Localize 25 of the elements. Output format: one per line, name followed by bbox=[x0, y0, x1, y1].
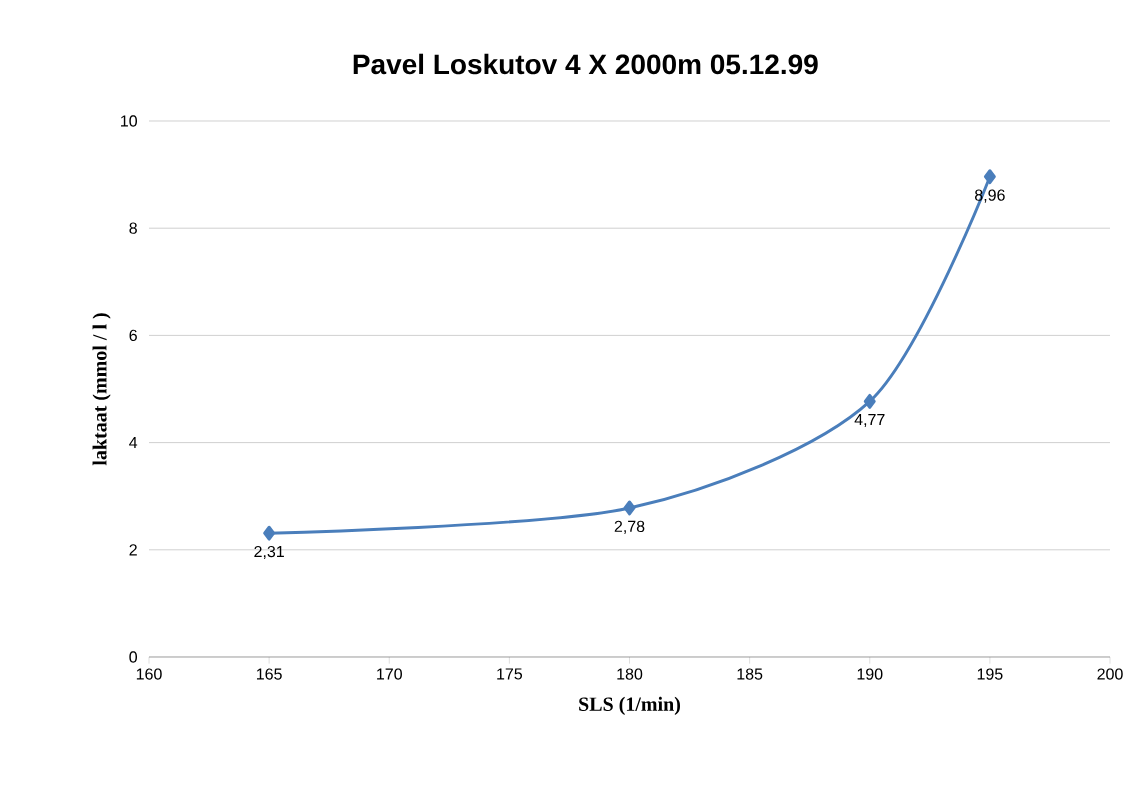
y-tick-label: 0 bbox=[129, 651, 138, 663]
point bbox=[263, 525, 276, 541]
y-tick-label: 6 bbox=[129, 329, 137, 342]
chart-title: Pavel Loskutov 4 X 2000m 05.12.99 bbox=[353, 53, 818, 75]
point bbox=[623, 500, 636, 516]
data-label: 2,31 bbox=[254, 545, 284, 560]
x-tick-label: 190 bbox=[857, 668, 883, 680]
x-axis-title: SLS (1/min) bbox=[579, 696, 680, 715]
x-tick-label: 185 bbox=[737, 668, 763, 680]
point bbox=[983, 169, 996, 185]
x-tick-label: 165 bbox=[257, 668, 282, 680]
y-tick-label: 4 bbox=[129, 437, 138, 449]
y-tick-label: 2 bbox=[129, 544, 137, 556]
data-label: 2,78 bbox=[614, 520, 645, 534]
x-tick-label: 195 bbox=[977, 668, 1003, 680]
point bbox=[863, 393, 876, 409]
x-tick-label: 175 bbox=[497, 668, 523, 680]
data-label: 4,77 bbox=[854, 414, 885, 428]
y-axis-title: laktaat (mmol / l ) bbox=[92, 313, 111, 466]
x-tick-label: 160 bbox=[136, 668, 162, 680]
x-tick-label: 180 bbox=[617, 668, 643, 680]
x-tick-label: 200 bbox=[1097, 668, 1123, 680]
y-tick-label: 10 bbox=[121, 115, 138, 127]
x-tick-label: 170 bbox=[377, 668, 402, 680]
y-tick-label: 8 bbox=[129, 222, 137, 234]
